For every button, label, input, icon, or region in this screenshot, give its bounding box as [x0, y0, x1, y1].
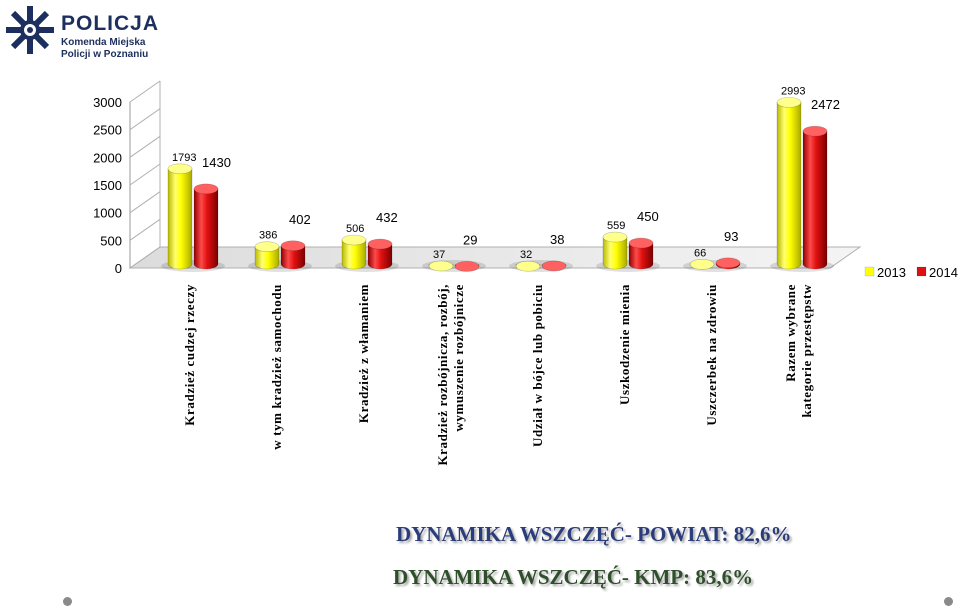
data-label-2014: 432	[376, 210, 398, 225]
legend-swatch	[864, 266, 875, 277]
data-label-2014: 93	[724, 229, 738, 244]
data-label-2013: 66	[694, 247, 706, 259]
data-label-2014: 2472	[811, 97, 840, 112]
data-label-2014: 29	[463, 232, 477, 247]
bar-2014	[367, 238, 393, 270]
legend-label: 2013	[877, 265, 906, 280]
y-grid-diag	[129, 108, 161, 131]
prev-slide-dot[interactable]	[63, 597, 72, 606]
police-star-icon	[6, 6, 54, 54]
bar-2014	[802, 125, 828, 270]
data-label-2013: 1793	[172, 152, 196, 164]
dynamics-city: DYNAMIKA WSZCZĘĆ- KMP: 83,6%	[393, 565, 754, 589]
legend: 2013 2014	[864, 265, 958, 280]
category-label: w tym kradzież samochodu	[269, 284, 284, 450]
dynamics-county: DYNAMIKA WSZCZĘĆ- POWIAT: 82,6%	[396, 522, 792, 546]
bar-2014	[193, 183, 219, 270]
chart-floor	[128, 246, 862, 269]
bar-2014	[541, 260, 567, 272]
y-tick-label: 2500	[93, 123, 122, 138]
data-label-2014: 1430	[202, 155, 231, 170]
bar-2013	[428, 260, 454, 272]
logo-line1: Komenda Miejska	[61, 37, 146, 48]
category-label: Uszczerbek na zdrowiu	[704, 284, 719, 426]
bar-2013	[602, 231, 628, 270]
data-label-2014: 402	[289, 212, 311, 227]
legend-swatch	[916, 266, 927, 277]
category-label: Kradzież cudzej rzeczy	[182, 284, 197, 426]
y-tick-label: 500	[100, 233, 122, 248]
bar-2013	[776, 97, 802, 270]
data-label-2013: 37	[433, 249, 445, 261]
bar-2013	[515, 260, 541, 272]
y-grid-diag	[129, 135, 161, 158]
bar-2014	[715, 257, 741, 270]
y-grid-diag	[129, 191, 161, 214]
y-grid-diag	[129, 246, 161, 269]
data-label-2013: 32	[520, 249, 532, 261]
y-tick-label: 2000	[93, 150, 122, 165]
y-tick-label: 3000	[93, 95, 122, 110]
bar-2013	[341, 234, 367, 270]
category-label: Uszkodzenie mienia	[617, 284, 632, 405]
y-tick-label: 1500	[93, 178, 122, 193]
y-tick-label: 1000	[93, 206, 122, 221]
logo-brand: POLICJA	[61, 12, 160, 35]
y-grid-diag	[129, 163, 161, 186]
category-label: Kradzież rozbójnicza, rozbój,wymuszenie …	[435, 284, 466, 466]
bar-2013	[689, 259, 715, 270]
data-label-2013: 386	[259, 230, 277, 242]
data-label-2013: 506	[346, 223, 364, 235]
logo-line2: Policji w Poznaniu	[61, 49, 149, 60]
bar-2013	[254, 241, 280, 270]
data-label-2014: 38	[550, 232, 564, 247]
bar-2014	[628, 237, 654, 270]
y-grid-diag	[129, 218, 161, 241]
bar-2013	[167, 163, 193, 270]
data-label-2013: 2993	[781, 85, 805, 97]
data-label-2013: 559	[607, 220, 625, 232]
category-label: Udział w bójce lub pobiciu	[530, 284, 545, 447]
legend-label: 2014	[929, 265, 958, 280]
police-logo: POLICJA Komenda Miejska Policji w Poznan…	[4, 4, 158, 60]
y-grid-diag	[129, 80, 161, 103]
next-slide-dot[interactable]	[944, 597, 953, 606]
bar-2014	[280, 240, 306, 270]
data-label-2014: 450	[637, 209, 659, 224]
category-label: Kradzież z włamaniem	[356, 284, 371, 423]
category-label: Razem wybranekategorie przestępstw	[783, 284, 814, 418]
y-tick-label: 0	[115, 261, 122, 276]
bar-2014	[454, 261, 480, 272]
